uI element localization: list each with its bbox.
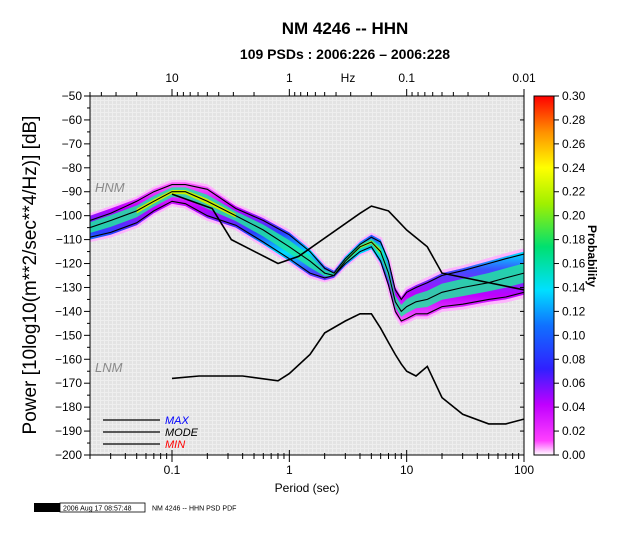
y-tick-label: −160 <box>55 352 82 366</box>
x-tick-label: 10 <box>400 463 414 477</box>
y-tick-label: −60 <box>62 113 83 127</box>
legend: MAX MODE MIN <box>103 415 199 451</box>
chart-subtitle: 109 PSDs : 2006:226 – 2006:228 <box>240 46 450 62</box>
colorbar-tick-label: 0.00 <box>562 448 586 462</box>
y-tick-label: −200 <box>55 448 82 462</box>
y-tick-label: −120 <box>55 257 82 271</box>
gmt-logo <box>34 503 60 512</box>
x-tick-label: 1 <box>286 463 293 477</box>
colorbar-tick-label: 0.20 <box>562 209 586 223</box>
colorbar-tick-label: 0.22 <box>562 185 586 199</box>
top-tick-label: 10 <box>165 71 179 85</box>
y-tick-label: −170 <box>55 376 82 390</box>
series-min-curve <box>90 200 524 322</box>
colorbar-tick-label: 0.12 <box>562 304 586 318</box>
y-tick-label: −100 <box>55 209 82 223</box>
y-tick-label: −50 <box>62 89 83 103</box>
top-tick-label: 1 <box>286 71 293 85</box>
top-axis-label: Hz <box>341 71 356 85</box>
nlnm-curve <box>171 313 524 425</box>
series-mode-curve <box>90 191 524 313</box>
series-max-curve <box>90 184 524 301</box>
colorbar-tick-label: 0.04 <box>562 400 586 414</box>
colorbar-tick-label: 0.16 <box>562 257 586 271</box>
lnm-label: LNM <box>95 360 123 375</box>
y-tick-label: −150 <box>55 328 82 342</box>
colorbar-tick-label: 0.30 <box>562 89 586 103</box>
colorbar-label: Probability <box>585 225 599 287</box>
x-axis-label: Period (sec) <box>275 481 340 495</box>
colorbar-tick-label: 0.06 <box>562 376 586 390</box>
y-tick-label: −180 <box>55 400 82 414</box>
gmt-logo-text: GMT <box>39 506 55 513</box>
y-tick-label: −140 <box>55 304 82 318</box>
footer-timestamp: 2006 Aug 17 08:57:48 <box>63 506 132 513</box>
colorbar-tick-label: 0.28 <box>562 113 586 127</box>
footer-timestamp-box <box>59 502 146 513</box>
x-tick-label: 0.1 <box>164 463 181 477</box>
y-tick-label: −190 <box>55 424 82 438</box>
colorbar-tick-label: 0.18 <box>562 233 586 247</box>
colorbar-tick-label: 0.24 <box>562 161 586 175</box>
y-tick-label: −70 <box>62 137 83 151</box>
colorbar <box>533 95 555 456</box>
chart-title: NM 4246 -- HHN <box>282 19 409 38</box>
y-tick-label: −90 <box>62 185 83 199</box>
pdf-band-peak <box>136 190 381 276</box>
x-tick-label: 100 <box>514 463 534 477</box>
legend-mode-label: MODE <box>165 427 199 439</box>
colorbar-tick-label: 0.10 <box>562 328 586 342</box>
top-tick-label: 0.1 <box>398 71 415 85</box>
colorbar-tick-label: 0.02 <box>562 424 586 438</box>
y-tick-label: −110 <box>56 233 82 247</box>
y-tick-label: −130 <box>55 280 82 294</box>
y-tick-label: −80 <box>62 161 83 175</box>
legend-max-label: MAX <box>165 415 190 427</box>
colorbar-tick-label: 0.26 <box>562 137 586 151</box>
nhnm-curve <box>171 193 524 291</box>
top-tick-label: 0.01 <box>512 71 536 85</box>
hnm-label: HNM <box>95 180 125 195</box>
colorbar-tick-label: 0.08 <box>562 352 586 366</box>
colorbar-tick-label: 0.14 <box>562 280 586 294</box>
y-axis-label: Power [10log10(m**2/sec**4/Hz)] [dB] <box>20 116 41 435</box>
legend-min-label: MIN <box>165 439 185 451</box>
footer-caption: NM 4246 -- HHN PSD PDF <box>152 506 236 513</box>
